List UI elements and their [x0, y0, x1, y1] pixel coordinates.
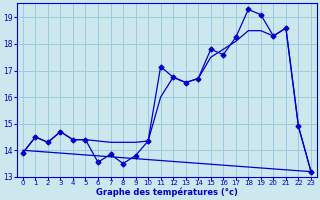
X-axis label: Graphe des températures (°c): Graphe des températures (°c)	[96, 188, 238, 197]
